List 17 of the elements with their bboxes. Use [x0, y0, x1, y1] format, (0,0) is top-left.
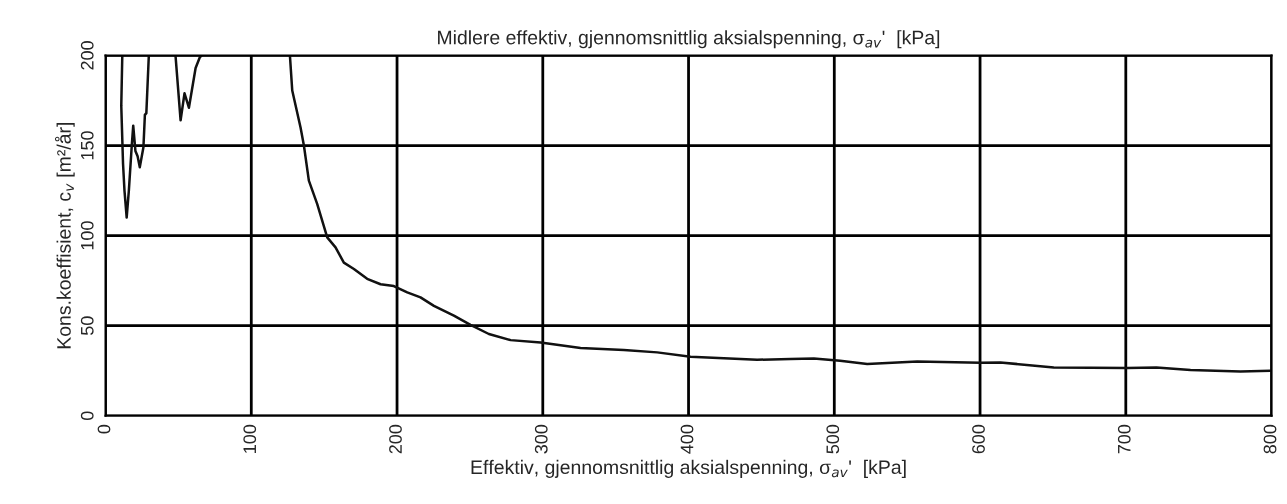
- chart-title: Midlere effektiv, gjennomsnittlig aksialspenning, σ$_{av}$' [kPa]: [438, 30, 940, 49]
- y-axis-title: Kons.koeffisient, c$_{v}$ [m²/år]: [54, 123, 75, 349]
- x-tick-label: 700: [1117, 424, 1131, 454]
- x-axis-title: Effektiv, gjennomsnittlig aksialspenning, σ$_{av}$' [kPa]: [471, 459, 906, 478]
- y-tick-label: 50: [80, 316, 94, 336]
- x-tick-label: 800: [1263, 424, 1277, 454]
- x-tick-label: 300: [534, 424, 548, 454]
- x-tick-label: 600: [972, 424, 985, 454]
- y-tick-label: 200: [80, 41, 94, 70]
- x-tick-label: 200: [389, 424, 402, 454]
- x-tick-label: 100: [243, 424, 257, 453]
- y-tick-label: 100: [80, 221, 94, 250]
- x-tick-label: 500: [826, 424, 840, 454]
- y-tick-label: 150: [80, 131, 94, 160]
- x-tick-label: 0: [97, 424, 111, 434]
- y-tick-label: 0: [80, 411, 94, 421]
- x-tick-label: 400: [680, 424, 694, 454]
